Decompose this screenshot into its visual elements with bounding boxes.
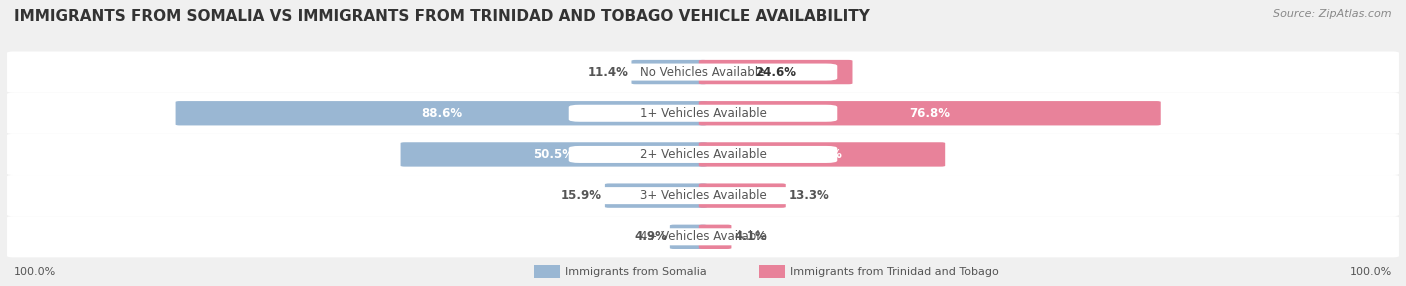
- FancyBboxPatch shape: [699, 183, 786, 208]
- FancyBboxPatch shape: [669, 225, 707, 249]
- FancyBboxPatch shape: [176, 101, 707, 126]
- Text: 4+ Vehicles Available: 4+ Vehicles Available: [640, 230, 766, 243]
- FancyBboxPatch shape: [568, 187, 837, 204]
- Text: Source: ZipAtlas.com: Source: ZipAtlas.com: [1274, 9, 1392, 19]
- Text: 100.0%: 100.0%: [14, 267, 56, 277]
- Text: 13.3%: 13.3%: [789, 189, 830, 202]
- Text: 50.5%: 50.5%: [533, 148, 575, 161]
- FancyBboxPatch shape: [568, 146, 837, 163]
- Text: 3+ Vehicles Available: 3+ Vehicles Available: [640, 189, 766, 202]
- FancyBboxPatch shape: [699, 101, 1161, 126]
- Text: IMMIGRANTS FROM SOMALIA VS IMMIGRANTS FROM TRINIDAD AND TOBAGO VEHICLE AVAILABIL: IMMIGRANTS FROM SOMALIA VS IMMIGRANTS FR…: [14, 9, 870, 23]
- FancyBboxPatch shape: [7, 51, 1399, 93]
- Text: 24.6%: 24.6%: [755, 65, 796, 79]
- FancyBboxPatch shape: [401, 142, 707, 167]
- FancyBboxPatch shape: [605, 183, 707, 208]
- Text: 15.9%: 15.9%: [561, 189, 602, 202]
- FancyBboxPatch shape: [568, 228, 837, 245]
- Text: 88.6%: 88.6%: [420, 107, 463, 120]
- FancyBboxPatch shape: [7, 216, 1399, 257]
- FancyBboxPatch shape: [7, 175, 1399, 216]
- FancyBboxPatch shape: [7, 93, 1399, 134]
- FancyBboxPatch shape: [568, 105, 837, 122]
- Text: 1+ Vehicles Available: 1+ Vehicles Available: [640, 107, 766, 120]
- Text: 4.9%: 4.9%: [634, 230, 666, 243]
- Text: 100.0%: 100.0%: [1350, 267, 1392, 277]
- FancyBboxPatch shape: [759, 265, 785, 278]
- Text: 76.8%: 76.8%: [910, 107, 950, 120]
- FancyBboxPatch shape: [568, 63, 837, 81]
- Text: 40.3%: 40.3%: [801, 148, 842, 161]
- FancyBboxPatch shape: [699, 60, 852, 84]
- FancyBboxPatch shape: [7, 134, 1399, 175]
- FancyBboxPatch shape: [534, 265, 560, 278]
- FancyBboxPatch shape: [631, 60, 707, 84]
- Text: 11.4%: 11.4%: [588, 65, 628, 79]
- FancyBboxPatch shape: [699, 225, 731, 249]
- Text: 4.1%: 4.1%: [734, 230, 768, 243]
- Text: Immigrants from Somalia: Immigrants from Somalia: [565, 267, 707, 277]
- Text: No Vehicles Available: No Vehicles Available: [640, 65, 766, 79]
- Text: Immigrants from Trinidad and Tobago: Immigrants from Trinidad and Tobago: [790, 267, 998, 277]
- Text: 2+ Vehicles Available: 2+ Vehicles Available: [640, 148, 766, 161]
- FancyBboxPatch shape: [699, 142, 945, 167]
